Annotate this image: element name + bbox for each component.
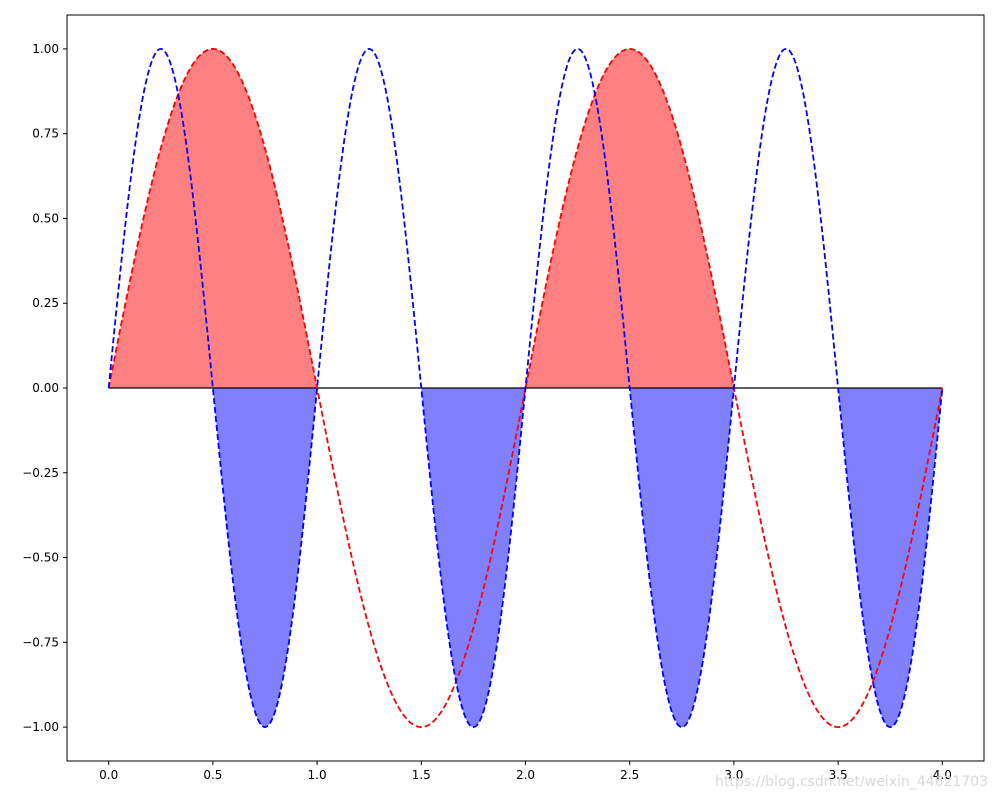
y-tick-label: −0.25	[22, 466, 59, 480]
x-tick-label: 4.0	[933, 768, 952, 782]
x-tick-label: 0.0	[99, 768, 118, 782]
y-tick-label: −0.50	[22, 551, 59, 565]
x-tick-label: 0.5	[203, 768, 222, 782]
x-tick-label: 2.5	[620, 768, 639, 782]
y-tick-label: 0.75	[32, 127, 59, 141]
y-tick-label: 0.25	[32, 296, 59, 310]
y-axis-ticks: 1.00 0.75 0.50 0.25 0.00 −0.25 −0.50 −0.75 −1.00	[22, 42, 67, 734]
series-line-2	[107, 47, 944, 729]
fill-area-series-2	[108, 388, 943, 728]
y-tick-label: −1.00	[22, 720, 59, 734]
x-axis-ticks: 0.0 0.5 1.0 1.5 2.0 2.5 3.0 3.5 4.0	[99, 761, 952, 782]
x-tick-label: 1.0	[308, 768, 327, 782]
x-tick-label: 3.0	[724, 768, 743, 782]
fill-areas	[108, 48, 943, 728]
x-tick-label: 3.5	[829, 768, 848, 782]
series-lines	[107, 47, 944, 729]
fill-area-series-1	[108, 48, 943, 388]
y-tick-label: −0.75	[22, 635, 59, 649]
y-tick-label: 1.00	[32, 42, 59, 56]
watermark-text: https://blog.csdn.net/weixin_44621703	[715, 774, 988, 790]
x-tick-label: 2.0	[516, 768, 535, 782]
x-tick-label: 1.5	[412, 768, 431, 782]
y-tick-label: 0.00	[32, 381, 59, 395]
y-tick-label: 0.50	[32, 211, 59, 225]
